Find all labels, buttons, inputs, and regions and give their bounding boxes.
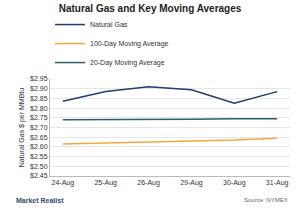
svg-text:Source: NYMEX: Source: NYMEX [244, 197, 288, 203]
svg-text:20-Day Moving Average: 20-Day Moving Average [90, 59, 165, 67]
svg-text:24-Aug: 24-Aug [52, 179, 75, 187]
svg-text:$2.55: $2.55 [30, 153, 48, 160]
svg-text:Natural Gas: Natural Gas [90, 21, 128, 28]
svg-text:$2.80: $2.80 [30, 105, 48, 112]
svg-text:$2.95: $2.95 [30, 75, 48, 82]
svg-text:$2.60: $2.60 [30, 143, 48, 150]
svg-text:100-Day Moving Average: 100-Day Moving Average [90, 40, 169, 48]
svg-text:$2.85: $2.85 [30, 95, 48, 102]
svg-text:$2.65: $2.65 [30, 134, 48, 141]
svg-text:$2.45: $2.45 [30, 172, 48, 179]
svg-text:26-Aug: 26-Aug [137, 179, 160, 187]
svg-text:Natural Gas and Key Moving Ave: Natural Gas and Key Moving Averages [59, 3, 242, 14]
svg-text:$2.50: $2.50 [30, 163, 48, 170]
svg-text:29-Aug: 29-Aug [180, 179, 203, 187]
svg-text:Market Realist: Market Realist [16, 197, 64, 204]
svg-text:Natural Gas $ per MMBtu: Natural Gas $ per MMBtu [18, 88, 26, 167]
svg-text:$2.90: $2.90 [30, 85, 48, 92]
svg-text:$2.70: $2.70 [30, 124, 48, 131]
svg-text:25-Aug: 25-Aug [94, 179, 117, 187]
svg-text:31-Aug: 31-Aug [266, 179, 289, 187]
svg-text:$2.75: $2.75 [30, 114, 48, 121]
svg-text:30-Aug: 30-Aug [223, 179, 246, 187]
